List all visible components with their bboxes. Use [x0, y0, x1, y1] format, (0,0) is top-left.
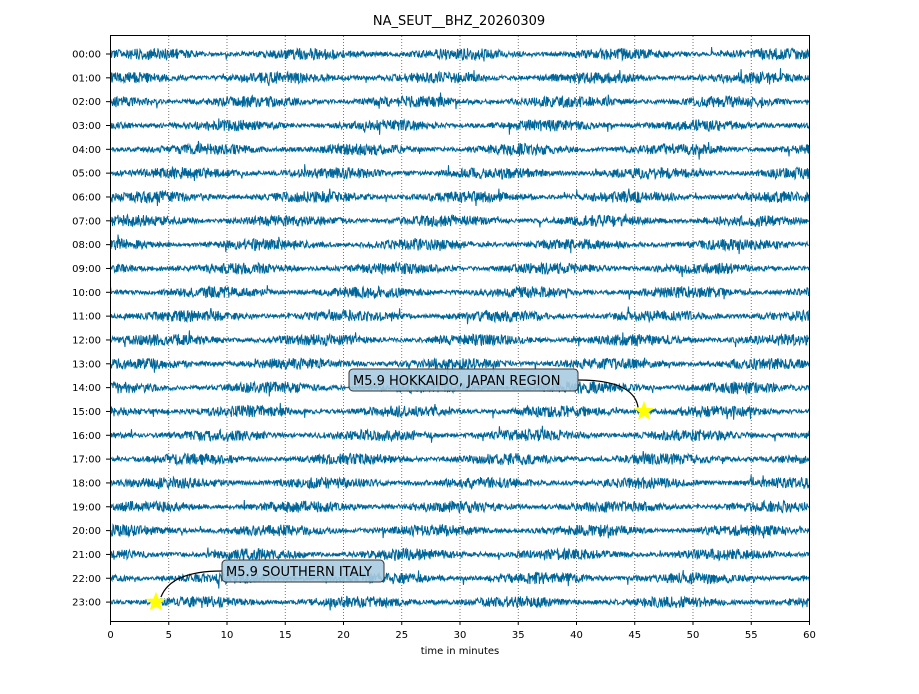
annotation-arrow: [160, 570, 223, 598]
x-axis-ticks: 0 5 10 15 20 25 30 35 40 45 50 55 60: [107, 621, 816, 641]
trace-row: [110, 260, 810, 278]
x-tick-label: 30: [454, 630, 467, 641]
trace-row: [110, 450, 810, 467]
trace-row: [110, 595, 810, 611]
trace-row: [110, 402, 810, 420]
star-icon: [146, 591, 166, 611]
event-annotation: M5.9 HOKKAIDO, JAPAN REGION: [348, 368, 654, 420]
trace-row: [110, 285, 810, 300]
x-tick-label: 55: [745, 630, 758, 641]
trace-row: [110, 118, 810, 135]
x-tick-label: 5: [166, 630, 172, 641]
y-tick-label: 21:00: [72, 550, 101, 561]
y-tick-label: 00:00: [72, 50, 101, 61]
x-tick-label: 15: [279, 630, 292, 641]
y-tick-label: 11:00: [72, 312, 101, 323]
y-tick-label: 14:00: [72, 383, 101, 394]
trace-row: [110, 547, 810, 562]
x-tick-label: 60: [803, 630, 816, 641]
y-tick-label: 03:00: [72, 121, 101, 132]
trace-row: [110, 213, 810, 228]
y-tick-label: 17:00: [72, 455, 101, 466]
y-tick-label: 04:00: [72, 145, 101, 156]
trace-row: [110, 425, 810, 443]
y-tick-label: 10:00: [72, 288, 101, 299]
x-tick-label: 0: [107, 630, 113, 641]
x-tick-label: 40: [570, 630, 583, 641]
y-tick-label: 07:00: [72, 216, 101, 227]
trace-row: [110, 234, 810, 255]
chart-title: NA_SEUT__BHZ_20260309: [373, 14, 545, 29]
event-annotation: M5.9 SOUTHERN ITALY: [146, 559, 385, 611]
trace-row: [110, 357, 810, 375]
trace-row: [110, 188, 810, 207]
y-tick-label: 05:00: [72, 169, 101, 180]
y-tick-label: 13:00: [72, 359, 101, 370]
annotation-label: M5.9 HOKKAIDO, JAPAN REGION: [353, 374, 560, 389]
trace-row: [110, 474, 810, 490]
annotation-label: M5.9 SOUTHERN ITALY: [226, 565, 372, 580]
trace-row: [110, 46, 810, 62]
plot-frame: [110, 35, 810, 622]
trace-row: [110, 92, 810, 110]
x-tick-label: 25: [395, 630, 408, 641]
annotation-box: [348, 368, 579, 392]
seismic-traces: [110, 46, 810, 611]
y-axis-row-labels: 00:00 01:00 02:00 03:00 04:00 05:00 06:00 07:00…: [72, 50, 110, 609]
x-tick-label: 35: [512, 630, 525, 641]
y-tick-label: 22:00: [72, 574, 101, 585]
x-axis-label: time in minutes: [421, 646, 500, 657]
x-tick-label: 45: [628, 630, 641, 641]
y-tick-label: 18:00: [72, 478, 101, 489]
trace-row: [110, 330, 810, 348]
event-annotations: M5.9 HOKKAIDO, JAPAN REGION M5.9 SOUTHERN…: [146, 368, 654, 611]
y-tick-label: 16:00: [72, 431, 101, 442]
y-tick-label: 23:00: [72, 598, 101, 609]
y-tick-label: 01:00: [72, 73, 101, 84]
y-tick-label: 12:00: [72, 335, 101, 346]
star-icon: [634, 400, 654, 420]
y-tick-label: 20:00: [72, 526, 101, 537]
y-tick-label: 19:00: [72, 502, 101, 513]
annotation-arrow: [577, 379, 639, 408]
trace-row: [110, 499, 810, 514]
trace-row: [110, 306, 810, 325]
y-tick-label: 15:00: [72, 407, 101, 418]
y-tick-label: 08:00: [72, 240, 101, 251]
x-tick-label: 10: [221, 630, 234, 641]
y-tick-label: 09:00: [72, 264, 101, 275]
y-tick-label: 02:00: [72, 97, 101, 108]
x-tick-label: 20: [337, 630, 350, 641]
y-tick-label: 06:00: [72, 192, 101, 203]
trace-row: [110, 164, 810, 182]
trace-row: [110, 140, 810, 160]
annotation-box: [221, 559, 385, 583]
x-tick-label: 50: [687, 630, 700, 641]
trace-row: [110, 68, 810, 86]
trace-row: [110, 523, 810, 539]
